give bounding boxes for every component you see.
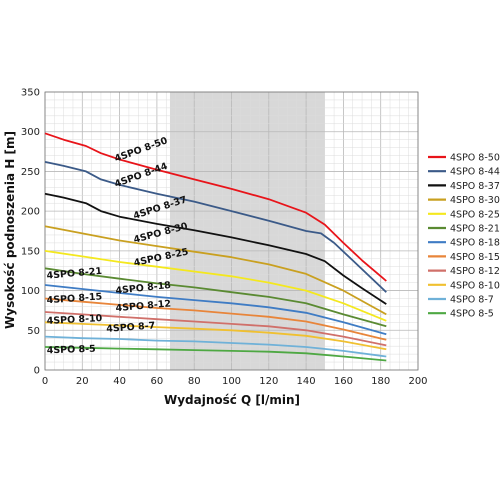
x-tick-label: 40 [113,376,126,387]
x-tick-label: 160 [334,376,353,387]
legend-label: 4SPO 8-15 [450,252,500,263]
x-tick-label: 140 [297,376,316,387]
y-tick-label: 100 [21,286,40,297]
legend-label: 4SPO 8-25 [450,209,500,220]
curve-label: 4SPO 8-5 [47,344,96,357]
series-line [44,284,387,336]
x-axis-title: Wydajność Q [l/min] [164,393,300,407]
series-line [44,311,387,347]
legend-label: 4SPO 8-50 [450,153,500,164]
y-tick-label: 0 [34,366,40,377]
y-axis-title: Wysokość podnoszenia H [m] [3,131,17,329]
legend-label: 4SPO 8-7 [450,295,494,306]
plot-border [44,91,419,371]
legend-label: 4SPO 8-12 [450,266,500,277]
series-line [44,250,387,322]
series-line [44,267,387,328]
y-tick-label: 250 [21,167,40,178]
x-tick-label: 120 [259,376,278,387]
legend-label: 4SPO 8-37 [450,181,500,192]
series-line [44,335,387,358]
x-tick-label: 60 [151,376,164,387]
series-line [44,225,387,316]
y-tick-label: 350 [21,88,40,99]
x-tick-label: 200 [408,376,427,387]
y-tick-label: 150 [21,246,40,257]
x-tick-label: 0 [42,376,48,387]
y-tick-label: 300 [21,127,40,138]
y-tick-label: 50 [27,326,40,337]
curve-label: 4SPO 8-10 [46,313,102,327]
series-line [44,132,387,282]
series-line [44,346,387,362]
y-tick-label: 200 [21,207,40,218]
curve-label: 4SPO 8-7 [106,320,156,334]
curve-label: 4SPO 8-21 [46,266,102,282]
x-tick-label: 20 [76,376,89,387]
x-tick-label: 100 [222,376,241,387]
curve-label: 4SPO 8-12 [115,298,171,314]
series-line [44,161,387,293]
legend-label: 4SPO 8-18 [450,238,500,249]
legend-label: 4SPO 8-5 [450,309,494,320]
series-line [44,192,387,305]
legend-label: 4SPO 8-10 [450,280,500,291]
x-tick-label: 80 [188,376,201,387]
plot-area [44,91,419,371]
series-line [44,321,387,351]
legend-label: 4SPO 8-44 [450,167,500,178]
axes: 0 20 40 60 80 100 120 140 160 180 200 0 50 100 150 200 2… [21,88,428,388]
series-line [44,297,387,341]
x-tick-label: 180 [371,376,390,387]
curve-label: 4SPO 8-15 [46,291,102,306]
legend: 4SPO 8-50 4SPO 8-44 4SPO 8-37 4SPO 8-30 4SPO… [428,153,500,320]
legend-label: 4SPO 8-21 [450,224,500,235]
legend-label: 4SPO 8-30 [450,195,500,206]
